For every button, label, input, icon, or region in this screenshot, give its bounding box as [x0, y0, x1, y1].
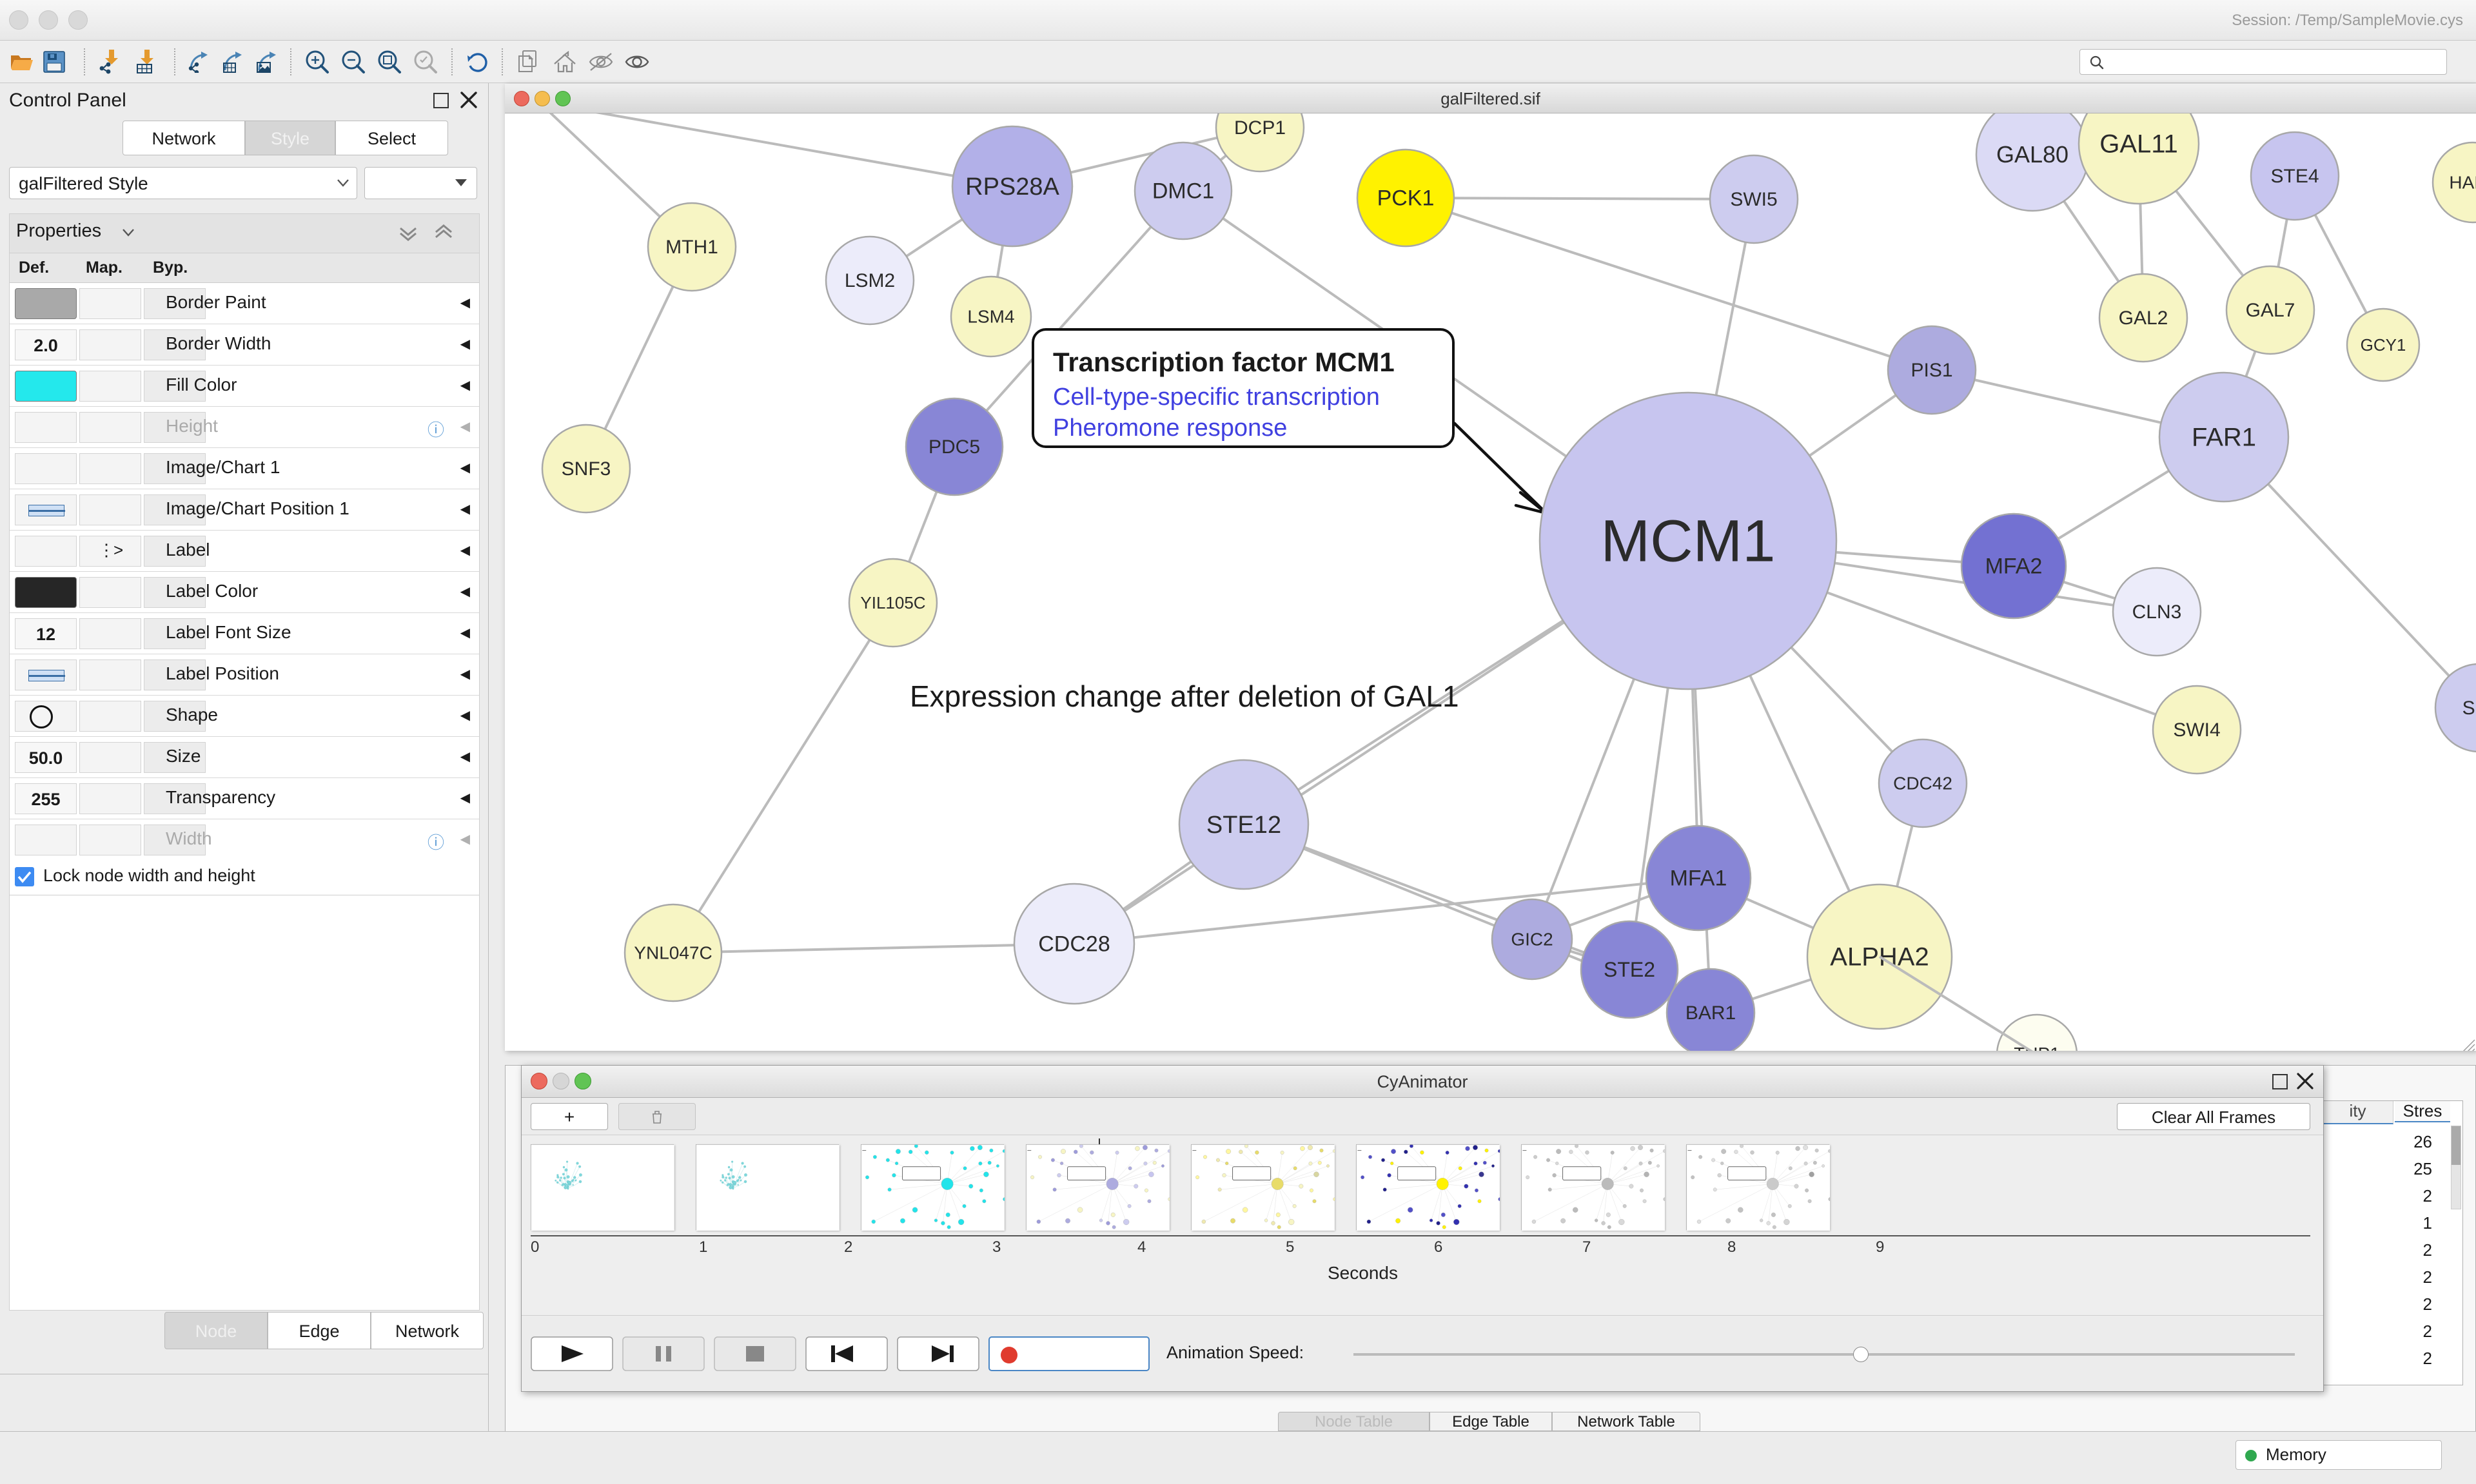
svg-text:GAL80: GAL80 [1996, 141, 2068, 168]
svg-text:RPS28A: RPS28A [965, 173, 1059, 200]
svg-text:SWI5: SWI5 [1730, 189, 1777, 210]
svg-text:STE2: STE2 [1604, 958, 1655, 981]
svg-text:HAP2: HAP2 [2449, 173, 2476, 193]
svg-text:MCM1: MCM1 [1601, 508, 1776, 574]
svg-text:PIS1: PIS1 [1911, 360, 1952, 381]
svg-text:SLT: SLT [2462, 698, 2476, 719]
svg-text:LSM2: LSM2 [845, 270, 895, 291]
svg-text:MTH1: MTH1 [665, 237, 718, 258]
svg-text:GAL7: GAL7 [2246, 300, 2295, 321]
svg-text:GCY1: GCY1 [2361, 335, 2406, 355]
svg-text:FAR1: FAR1 [2192, 424, 2256, 452]
svg-text:PCK1: PCK1 [1377, 186, 1435, 211]
svg-text:Pheromone response: Pheromone response [1053, 415, 1287, 442]
svg-text:SNF3: SNF3 [562, 458, 611, 480]
svg-text:GAL11: GAL11 [2099, 130, 2178, 159]
svg-text:YNL047C: YNL047C [634, 943, 712, 963]
svg-text:SWI4: SWI4 [2173, 719, 2220, 741]
svg-text:YIL105C: YIL105C [860, 593, 925, 612]
svg-text:MFA2: MFA2 [1985, 554, 2043, 579]
svg-text:CDC42: CDC42 [1893, 774, 1952, 794]
svg-text:GIC2: GIC2 [1511, 930, 1553, 950]
svg-text:GAL2: GAL2 [2119, 308, 2168, 329]
svg-text:MFA1: MFA1 [1670, 866, 1727, 891]
svg-text:Cell-type-specific transcripti: Cell-type-specific transcription [1053, 384, 1380, 411]
svg-text:Transcription factor MCM1: Transcription factor MCM1 [1053, 347, 1395, 377]
svg-text:LSM4: LSM4 [967, 307, 1014, 327]
svg-text:CDC28: CDC28 [1038, 932, 1110, 957]
svg-text:Expression change after deleti: Expression change after deletion of GAL1 [910, 679, 1459, 713]
svg-text:CLN3: CLN3 [2132, 601, 2182, 623]
svg-text:DMC1: DMC1 [1152, 179, 1214, 204]
svg-text:DCP1: DCP1 [1234, 117, 1286, 139]
svg-text:STE12: STE12 [1206, 812, 1281, 839]
svg-text:BAR1: BAR1 [1685, 1002, 1736, 1024]
svg-text:PDC5: PDC5 [928, 436, 980, 458]
svg-text:STE4: STE4 [2270, 166, 2319, 187]
